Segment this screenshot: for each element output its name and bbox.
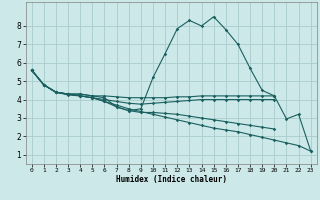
- X-axis label: Humidex (Indice chaleur): Humidex (Indice chaleur): [116, 175, 227, 184]
